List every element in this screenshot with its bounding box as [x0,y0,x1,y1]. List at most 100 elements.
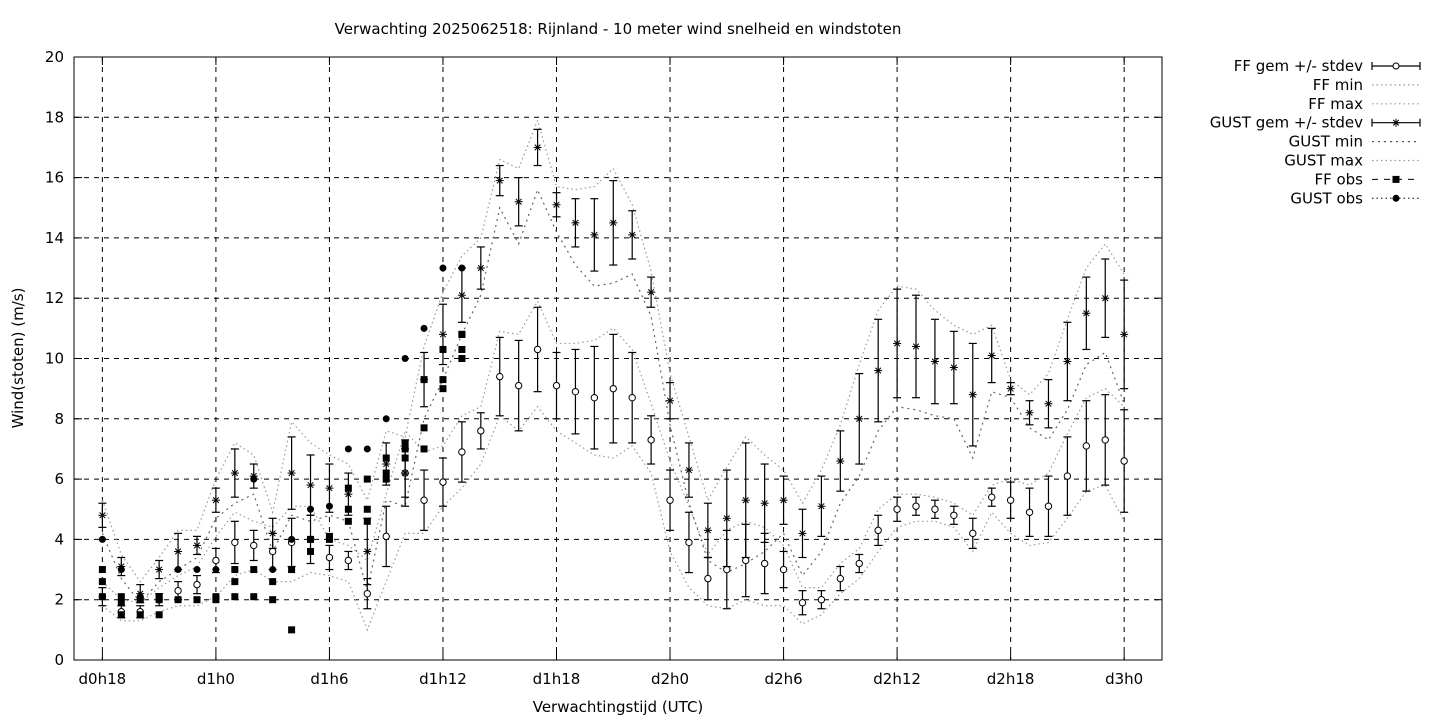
y-tick-label: 6 [54,470,64,488]
y-tick-label: 20 [45,48,64,66]
gust-obs-point [420,324,428,332]
ff-mean-point [1063,472,1072,480]
legend-label: GUST max [1284,152,1363,170]
axis-layer: 0 2 4 6 8 10 12 14 16 18 20 d0h18 d1h0 d1h6 d1h12 d1h18… [45,48,1162,688]
ff-mean-point [1044,502,1053,510]
ff-obs-point [344,484,352,492]
gust-obs-point [155,593,163,601]
ff-mean-point [666,496,674,504]
gust-mean-point [817,502,826,511]
gust-mean-point [401,469,410,478]
ff-obs-point [269,596,277,604]
ff-mean-point [344,556,353,565]
gust-mean-point [647,288,656,297]
ff-obs-point [420,445,428,453]
ff-obs-point [269,578,277,586]
ff-obs-point [117,611,125,619]
y-tick-label: 14 [45,229,64,247]
gust-mean-point [836,457,845,466]
gust-mean-point [287,469,296,478]
y-tick-label: 4 [54,530,64,548]
ff-obs-point [250,593,258,601]
chart-title: Verwachting 2025062518: Rijnland - 10 me… [335,20,902,38]
ff-mean-point [912,502,920,510]
ff-mean-point [798,599,807,607]
ff-obs-point [307,535,315,543]
gust-max-line [101,118,1125,583]
gust-mean-point [1101,294,1110,303]
gust-obs-point [382,415,390,423]
gust-mean-point [211,496,220,505]
ff-obs-point [231,593,239,601]
gust-obs-point [98,535,106,543]
ff-mean-point [988,493,996,501]
gust-mean-point [874,366,883,375]
y-tick-label: 12 [45,289,64,307]
ff-mean-point [496,372,504,381]
ff-obs-point [98,578,106,586]
x-tick-label: d0h18 [79,670,127,688]
y-tick-label: 2 [54,591,64,609]
ff-obs-point [458,355,466,362]
gust-mean-point [457,291,466,300]
y-tick-label: 0 [54,651,64,669]
ff-mean-point [1101,436,1109,444]
gust-mean-point [1063,357,1072,366]
y-axis-label: Wind(stoten) (m/s) [9,288,27,429]
legend-swatch-marker [1392,175,1400,183]
ff-obs-point [458,345,466,353]
ff-mean-point [855,559,863,568]
ff-obs-point [136,611,144,619]
gust-mean-point [798,529,807,538]
gust-mean-point [325,484,334,493]
gust-mean-point [779,496,788,505]
ff-obs-point [420,424,428,432]
x-tick-label: d2h18 [987,670,1035,688]
ff-obs-point [401,439,409,447]
ff-mean-point [231,538,239,547]
gust-mean-point [684,466,693,475]
ff-obs-point [439,345,447,353]
gust-mean-point [722,514,731,523]
ff-obs-point [117,599,125,607]
ff-mean-point [514,381,523,390]
ff-obs-point [250,566,258,574]
ff-mean-point [590,393,599,402]
ff-mean-point [325,553,334,562]
gust-mean-point [155,565,164,574]
ff-mean-point [723,565,731,574]
gust-mean-point [514,197,523,206]
ff-obs-point [401,445,409,453]
ff-mean-point [533,345,542,354]
legend-label: FF max [1308,95,1363,113]
legend-label: GUST min [1289,133,1363,151]
y-tick-label: 10 [45,350,64,368]
ff-obs-point [307,547,315,555]
gust-mean-point [268,529,277,538]
ff-obs-point [401,454,409,462]
gust-mean-point [666,396,675,405]
ff-obs-point [382,475,390,483]
ff-mean-point [193,580,201,589]
gust-mean-point [363,547,372,556]
ff-obs-point [325,535,333,543]
ff-obs-point [288,626,296,634]
gust-obs-point [193,566,201,574]
ff-mean-point [1006,496,1015,504]
ff-obs-point [155,611,163,619]
gust-mean-point [609,218,618,227]
ff-mean-point [742,556,750,565]
gust-mean-point [1044,399,1053,408]
gust-obs-point [212,566,220,574]
ff-mean-point [893,505,901,513]
gust-obs-point [439,264,447,272]
gust-mean-point [987,351,996,360]
gust-mean-point [230,469,239,478]
ff-mean-point [552,381,561,390]
x-tick-label: d3h0 [1105,670,1143,688]
y-tick-label: 18 [45,108,64,126]
x-tick-label: d1h18 [533,670,581,688]
ff-mean-point [458,448,466,456]
ff-mean-point [779,565,788,574]
